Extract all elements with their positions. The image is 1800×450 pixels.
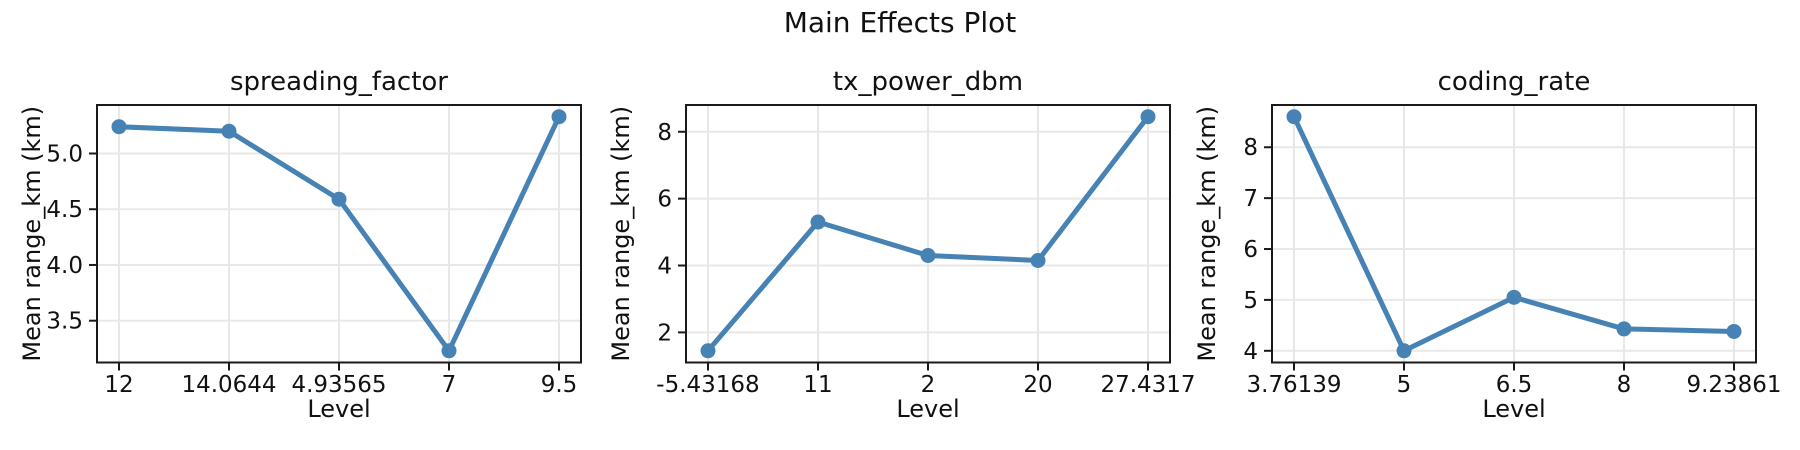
x-tick-label: -5.43168 <box>656 372 759 398</box>
subplot-title: tx_power_dbm <box>833 67 1023 97</box>
x-tick-label: 4.93565 <box>291 372 386 398</box>
y-tick-label: 4 <box>657 254 672 280</box>
data-point-marker <box>1030 253 1046 269</box>
subplot-coding_rate: 3.76139 5 6.5 8 9.23861 4 5 6 7 8 coding_rate Level… <box>1193 67 1782 423</box>
x-tick-label: 9.5 <box>541 372 578 398</box>
x-axis-title: Level <box>896 395 959 423</box>
subplot-title: coding_rate <box>1438 67 1591 97</box>
data-point-marker <box>331 191 347 207</box>
y-tick-label: 2 <box>657 320 672 346</box>
data-point-marker <box>1506 289 1522 305</box>
y-tick-label: 5.0 <box>46 141 83 167</box>
y-axis-title: Mean range_km (km) <box>607 106 635 362</box>
y-tick-label: 4.5 <box>46 197 83 223</box>
x-tick-label: 20 <box>1023 372 1052 398</box>
data-point-marker <box>920 247 936 263</box>
y-tick-label: 4 <box>1243 339 1258 365</box>
data-point-marker <box>111 119 127 135</box>
x-tick-label: 12 <box>104 372 133 398</box>
x-tick-label: 2 <box>921 372 936 398</box>
x-axis-title: Level <box>1482 395 1545 423</box>
y-axis-title: Mean range_km (km) <box>1193 106 1221 362</box>
y-tick-label: 6 <box>1243 237 1258 263</box>
data-point-marker <box>221 123 237 139</box>
data-point-marker <box>1140 109 1156 125</box>
x-tick-label: 5 <box>1397 372 1412 398</box>
data-point-marker <box>1726 323 1742 339</box>
figure-title: Main Effects Plot <box>783 6 1017 39</box>
y-tick-label: 3.5 <box>46 309 83 335</box>
x-tick-label: 7 <box>442 372 457 398</box>
data-point-marker <box>1396 343 1412 359</box>
y-tick-label: 8 <box>1243 135 1258 161</box>
x-tick-label: 11 <box>803 372 832 398</box>
subplot-spreading_factor: 12 14.0644 4.93565 7 9.5 3.5 4.0 4.5 5.0 spreadin… <box>18 67 582 423</box>
data-point-marker <box>551 109 567 125</box>
y-tick-label: 6 <box>657 187 672 213</box>
y-tick-label: 7 <box>1243 186 1258 212</box>
y-tick-label: 5 <box>1243 288 1258 314</box>
y-axis-title: Mean range_km (km) <box>18 106 46 362</box>
x-tick-label: 14.0644 <box>181 372 276 398</box>
y-tick-label: 8 <box>657 120 672 146</box>
subplot-title: spreading_factor <box>230 67 448 97</box>
x-axis-title: Level <box>307 395 370 423</box>
data-point-marker <box>1616 321 1632 337</box>
y-tick-label: 4.0 <box>46 253 83 279</box>
x-tick-label: 3.76139 <box>1246 372 1341 398</box>
x-tick-label: 8 <box>1617 372 1632 398</box>
x-tick-label: 27.4317 <box>1100 372 1195 398</box>
data-point-marker <box>1286 109 1302 125</box>
subplot-tx_power_dbm: -5.43168 11 2 20 27.4317 2 4 6 8 tx_power_dbm Leve… <box>607 67 1196 423</box>
data-point-marker <box>700 343 716 359</box>
x-tick-label: 6.5 <box>1496 372 1533 398</box>
x-tick-label: 9.23861 <box>1686 372 1781 398</box>
data-point-marker <box>810 214 826 230</box>
data-point-marker <box>441 343 457 359</box>
